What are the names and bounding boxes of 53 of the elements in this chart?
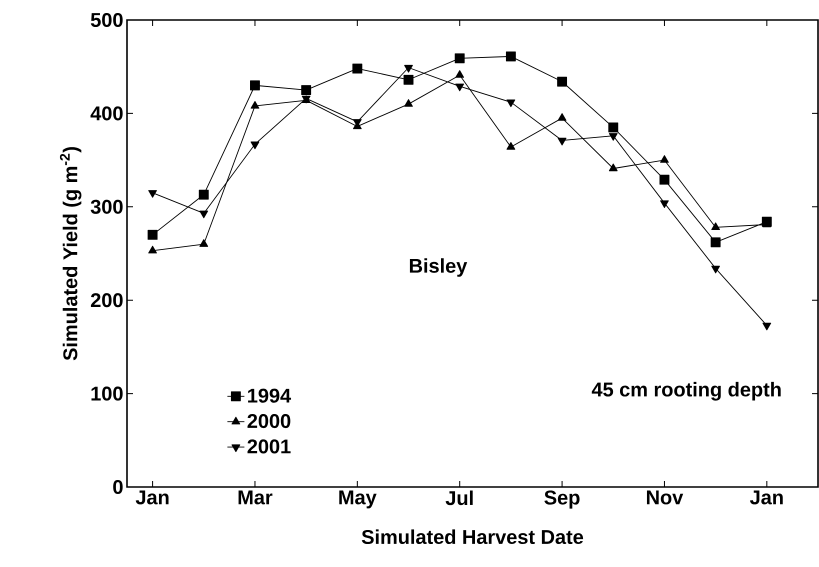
point xyxy=(710,237,721,248)
point xyxy=(660,174,670,185)
y-tick-label: 0 xyxy=(113,480,123,494)
y-axis-title: Simulated Yield (g m$^{-2}$) xyxy=(60,147,82,360)
point xyxy=(558,138,566,146)
point xyxy=(404,99,413,107)
point xyxy=(660,200,669,208)
legend-label: 2001 xyxy=(248,439,291,454)
x-tick-label: Nov xyxy=(646,490,684,504)
point xyxy=(506,51,516,62)
x-tick-label: Jan xyxy=(750,490,783,504)
point xyxy=(608,164,618,172)
point xyxy=(250,80,260,90)
x-tick-label: May xyxy=(339,490,377,508)
y-tick-label: 100 xyxy=(91,386,123,401)
point xyxy=(506,142,516,150)
point xyxy=(454,53,465,64)
x-tick-label: Jan xyxy=(136,490,169,504)
point xyxy=(660,155,669,163)
point xyxy=(352,64,362,74)
y-tick-label: 200 xyxy=(90,293,123,308)
point xyxy=(148,246,157,254)
point xyxy=(558,113,566,121)
x-axis-title: Simulated Harvest Date xyxy=(362,529,584,544)
point xyxy=(455,84,464,92)
point xyxy=(250,100,260,109)
point xyxy=(711,266,720,274)
point xyxy=(404,74,414,85)
point xyxy=(199,210,208,218)
point xyxy=(250,142,260,150)
x-tick-label: Mar xyxy=(238,490,272,504)
point xyxy=(557,76,568,87)
y-tick-label: 400 xyxy=(90,106,123,120)
legend-label: 2000 xyxy=(248,414,290,428)
x-tick-label: Jul xyxy=(446,490,473,506)
x-tick-label: Sep xyxy=(544,490,580,509)
annotation: 45 cm rooting depth xyxy=(592,382,781,401)
y-tick-label: 500 xyxy=(90,12,123,28)
point xyxy=(404,64,413,73)
point xyxy=(301,85,312,95)
point xyxy=(711,222,720,230)
annotation: Bisley xyxy=(410,258,468,277)
point xyxy=(199,239,208,247)
point xyxy=(762,322,772,330)
legend-label: 1994 xyxy=(248,388,292,403)
point xyxy=(148,190,157,198)
point xyxy=(608,133,618,141)
point xyxy=(506,99,516,108)
point xyxy=(148,230,158,240)
point xyxy=(455,70,464,78)
point xyxy=(608,122,618,132)
y-tick-label: 300 xyxy=(90,200,123,214)
point xyxy=(198,190,209,200)
